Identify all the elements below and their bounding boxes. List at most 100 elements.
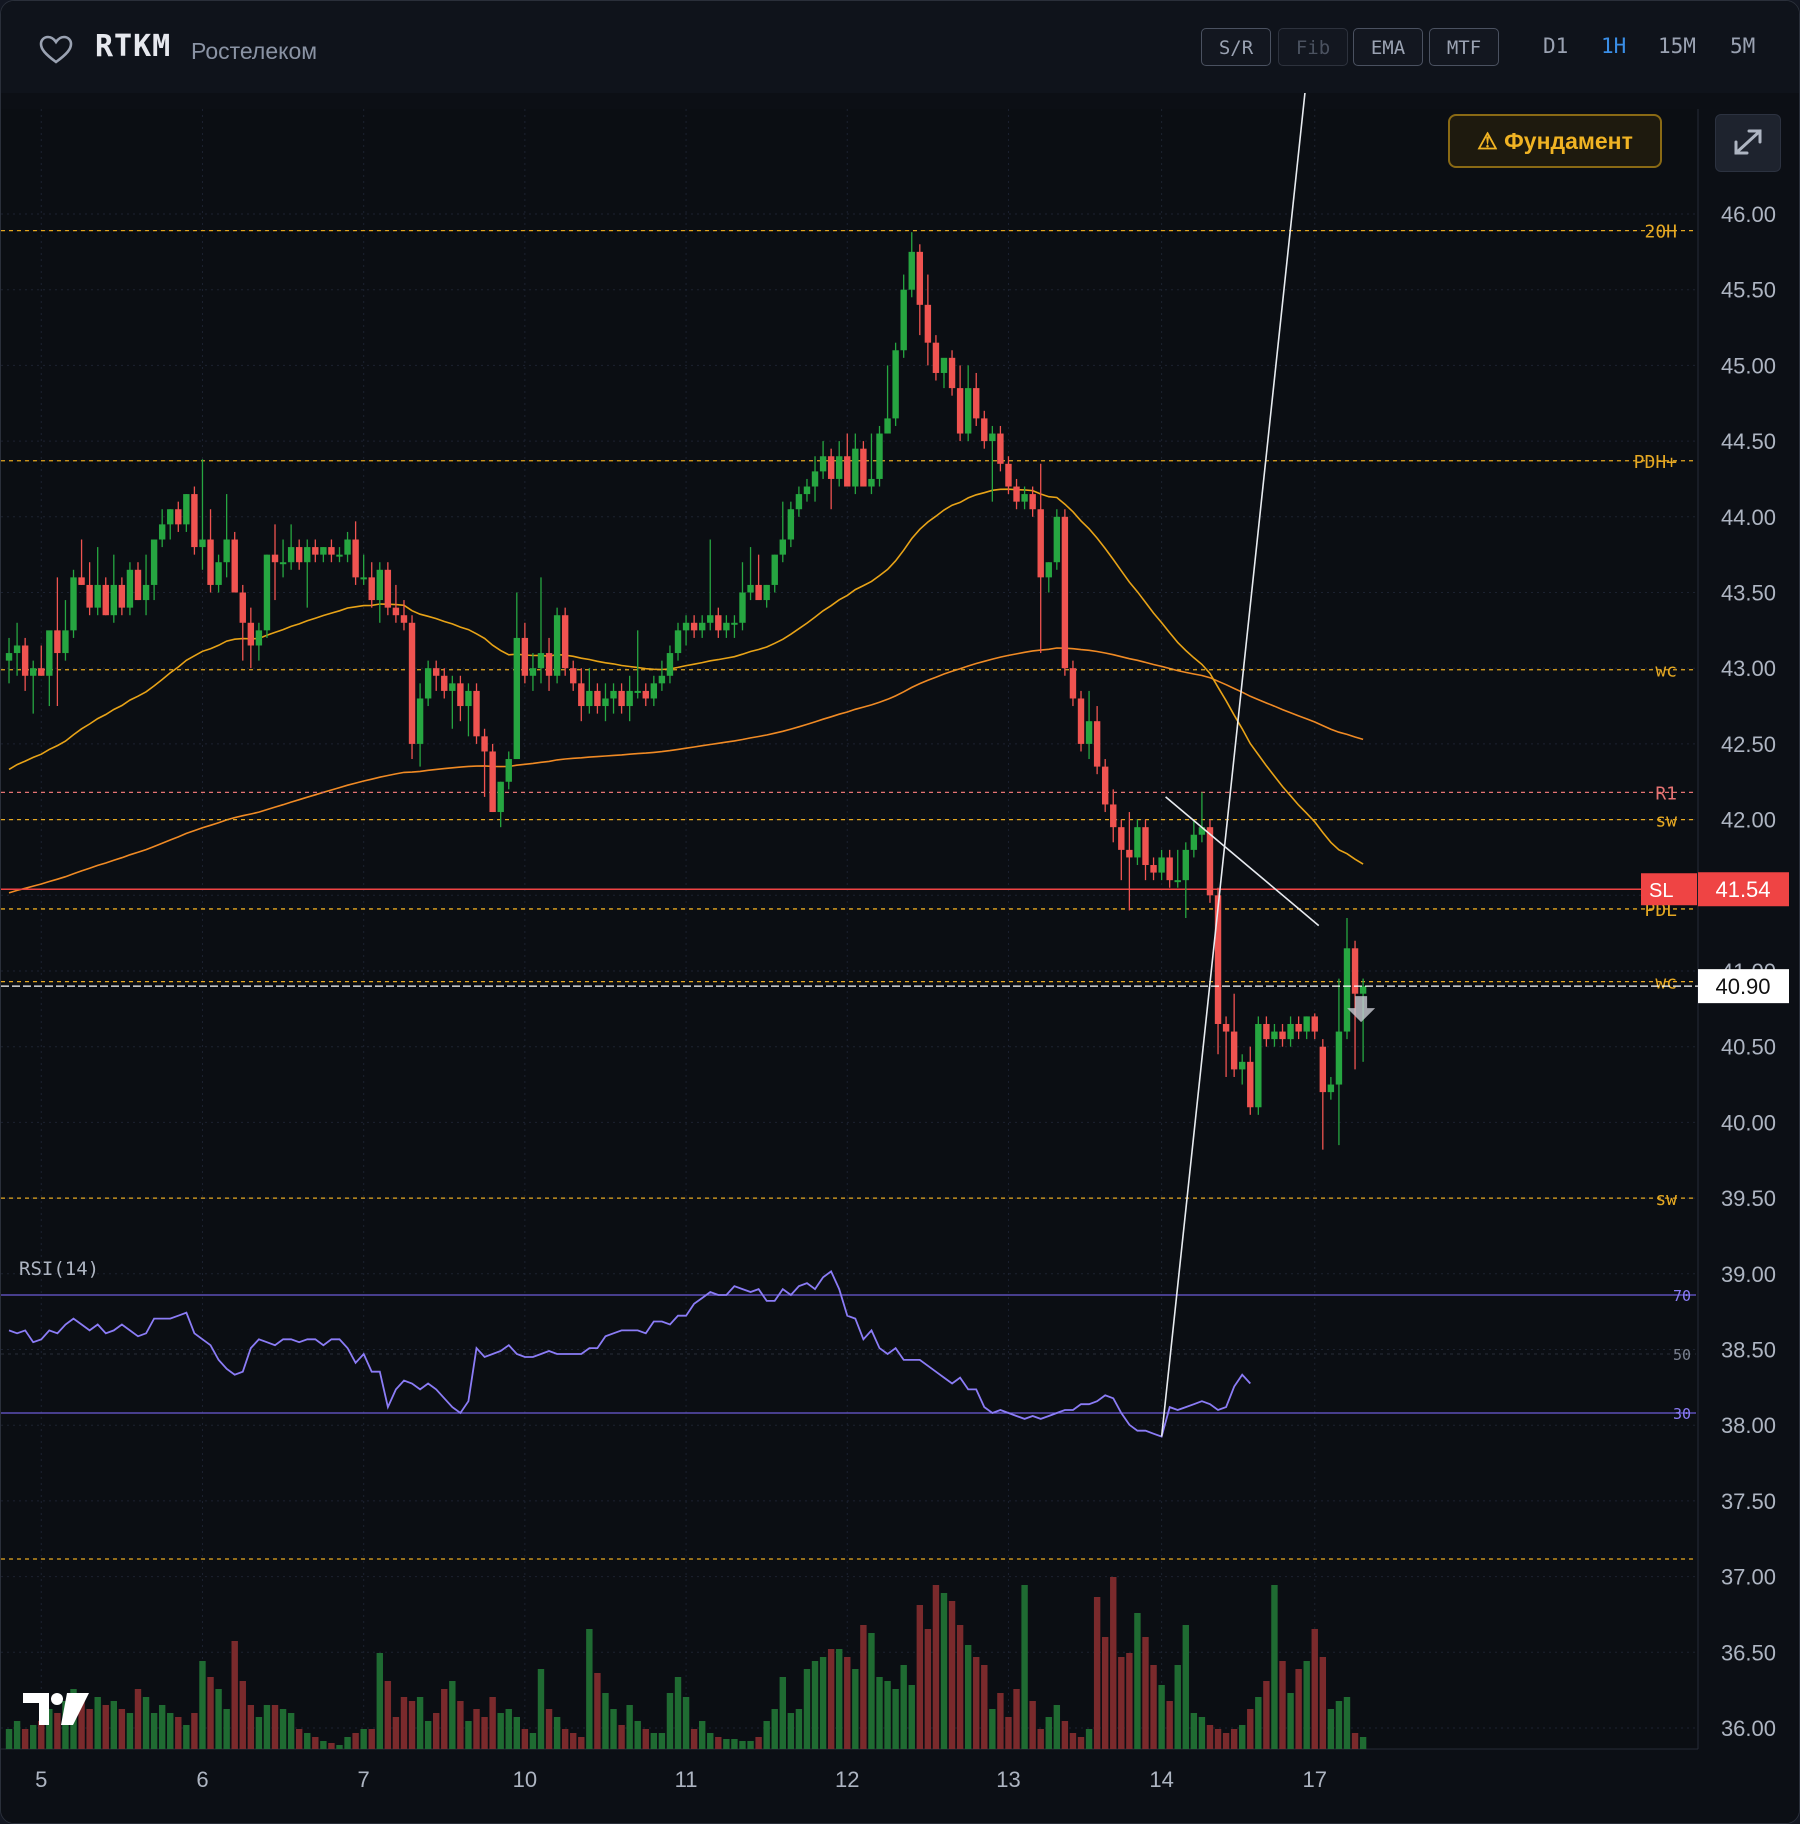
- candle-body: [553, 615, 561, 676]
- volume-bar: [118, 1709, 126, 1749]
- x-axis-tick-label: 14: [1149, 1767, 1173, 1792]
- volume-bar: [5, 1729, 13, 1749]
- volume-bar: [682, 1697, 690, 1749]
- volume-bar: [1045, 1717, 1052, 1749]
- timeframe-1h[interactable]: 1H: [1601, 34, 1627, 58]
- volume-bar: [167, 1713, 174, 1749]
- mtf-toggle-button[interactable]: MTF: [1429, 28, 1499, 66]
- sr-toggle-button[interactable]: S/R: [1201, 28, 1271, 66]
- volume-bar: [529, 1733, 537, 1749]
- candle-body: [158, 524, 166, 540]
- volume-bar: [924, 1629, 932, 1749]
- y-axis-tick-label: 43.00: [1721, 656, 1776, 681]
- volume-bar: [465, 1721, 472, 1749]
- candle-body: [868, 478, 875, 487]
- candle-body: [578, 683, 585, 707]
- volume-bar: [844, 1657, 851, 1749]
- candle-body: [352, 539, 359, 578]
- volume-bar: [513, 1717, 521, 1749]
- x-axis-tick-label: 12: [835, 1767, 859, 1792]
- volume-bar: [416, 1697, 424, 1749]
- volume-bar: [46, 1709, 53, 1749]
- candle-body: [505, 759, 512, 782]
- candle-body: [295, 547, 303, 563]
- candle-body: [465, 690, 472, 707]
- volume-bar: [473, 1709, 480, 1749]
- volume-bar: [1351, 1733, 1359, 1749]
- candle-body: [561, 615, 569, 669]
- y-axis-tick-label: 45.50: [1721, 278, 1776, 303]
- toolbar: RTKM Ростелеком S/R Fib EMA MTF D1 1H 15…: [1, 1, 1799, 94]
- x-axis-tick-label: 11: [675, 1767, 698, 1792]
- timeframe-d1[interactable]: D1: [1543, 34, 1569, 58]
- candle-body: [150, 539, 158, 585]
- volume-bar: [263, 1705, 271, 1749]
- rsi-line: [8, 1270, 1251, 1438]
- volume-bar: [1150, 1665, 1157, 1749]
- plot-area: [1, 109, 1697, 1749]
- candle-body: [94, 584, 101, 608]
- volume-bar: [1263, 1681, 1270, 1749]
- candle-body: [78, 577, 85, 585]
- expand-icon[interactable]: [1715, 114, 1781, 172]
- volume-bar: [30, 1725, 37, 1749]
- volume-bar: [271, 1705, 279, 1749]
- y-axis-tick-label: 45.00: [1721, 353, 1776, 378]
- volume-bar: [989, 1709, 996, 1749]
- volume-bar: [320, 1741, 327, 1749]
- fib-toggle-button[interactable]: Fib: [1278, 28, 1348, 66]
- volume-bar: [207, 1677, 214, 1749]
- volume-bar: [747, 1741, 754, 1749]
- candle-body: [1093, 721, 1101, 767]
- fundamental-warning-button[interactable]: ⚠ Фундамент: [1448, 114, 1662, 168]
- volume-bar: [981, 1665, 988, 1749]
- timeframe-15m[interactable]: 15M: [1658, 34, 1696, 58]
- candle-body: [328, 547, 335, 555]
- candle-body: [537, 653, 545, 669]
- volume-bar: [940, 1593, 948, 1749]
- timeframe-5m[interactable]: 5M: [1730, 34, 1756, 58]
- candle-body: [167, 509, 174, 525]
- candle-body: [1174, 880, 1181, 883]
- candle-body: [989, 433, 996, 442]
- candle-body: [811, 471, 819, 487]
- volume-bar: [771, 1709, 778, 1749]
- candle-body: [1198, 827, 1206, 835]
- volume-bar: [1005, 1717, 1012, 1749]
- x-axis-tick-label: 13: [996, 1767, 1020, 1792]
- candle-body: [1118, 827, 1125, 850]
- ema-toggle-button[interactable]: EMA: [1353, 28, 1423, 66]
- price-chart[interactable]: 46.00 45.50 45.00 44.50 44.00 43.50 43.00 42.50…: [1, 93, 1800, 1824]
- candle-body: [5, 653, 13, 661]
- volume-bar: [1255, 1697, 1262, 1749]
- volume-bar: [723, 1739, 730, 1749]
- volume-bar: [223, 1709, 230, 1749]
- candle-body: [1045, 562, 1052, 578]
- volume-bar: [1158, 1685, 1165, 1749]
- volume-bar: [78, 1697, 85, 1749]
- volume-bar: [175, 1717, 182, 1749]
- candle-body: [126, 569, 134, 608]
- candle-body: [1101, 766, 1109, 805]
- volume-bar: [674, 1677, 682, 1749]
- candle-body: [368, 577, 375, 601]
- volume-bar: [1359, 1737, 1367, 1749]
- candle-body: [1239, 1061, 1246, 1070]
- candle-body: [489, 751, 496, 813]
- volume-bar: [521, 1729, 529, 1749]
- candle-body: [336, 554, 343, 557]
- candle-body: [521, 637, 529, 676]
- candle-body: [183, 494, 190, 525]
- y-axis-tick-label: 44.00: [1721, 505, 1776, 530]
- volume-bar: [110, 1701, 118, 1749]
- candle-body: [62, 630, 69, 654]
- candle-body: [102, 584, 109, 616]
- stop-loss-label: SL: [1649, 880, 1673, 902]
- candle-body: [207, 539, 214, 585]
- stop-loss-tag: [1641, 873, 1697, 906]
- candle-body: [231, 539, 238, 593]
- candle-body: [731, 622, 738, 625]
- heart-icon[interactable]: [39, 35, 73, 65]
- rsi-level-label: 50: [1673, 1346, 1691, 1364]
